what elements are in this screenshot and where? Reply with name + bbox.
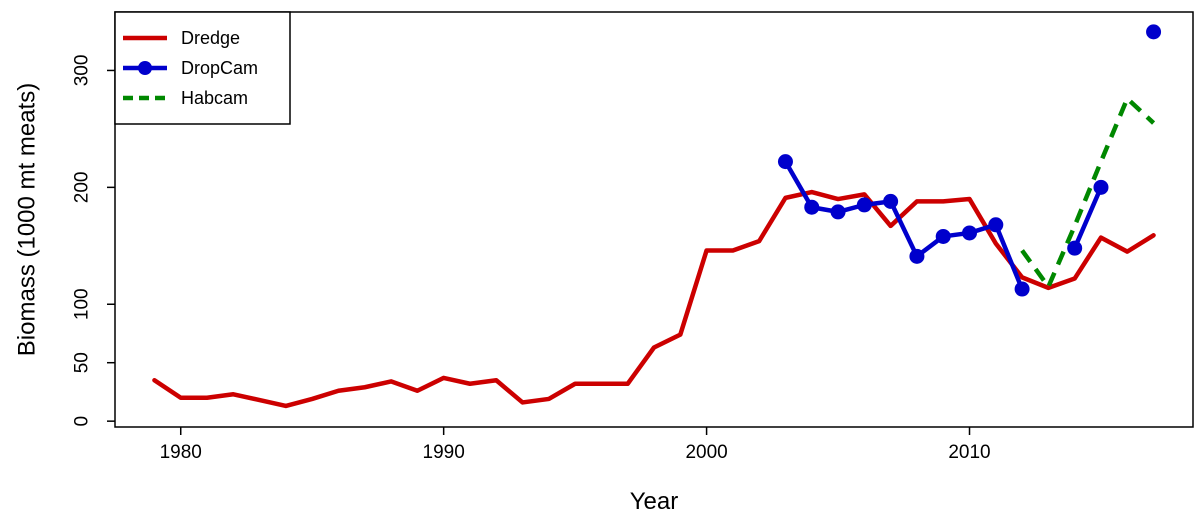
series-layer	[152, 24, 1162, 409]
y-tick-label: 100	[72, 288, 93, 320]
x-axis-title: Year	[630, 488, 679, 515]
dropcam-point	[856, 197, 872, 213]
legend-box	[114, 11, 291, 125]
dropcam-point	[1014, 281, 1030, 297]
dropcam-point	[988, 217, 1004, 233]
dropcam-point	[804, 199, 820, 215]
x-tick-label: 2010	[948, 442, 990, 463]
dropcam-line	[783, 159, 1025, 292]
x-tick-label: 1990	[423, 442, 465, 463]
dropcam-point	[935, 228, 951, 244]
legend-label-dredge: Dredge	[181, 28, 240, 48]
dropcam-point	[1067, 240, 1083, 256]
legend-label-habcam: Habcam	[181, 88, 248, 108]
dropcam-point	[962, 225, 978, 241]
dropcam-point	[1146, 24, 1162, 40]
y-axis: 0 50 100 200 300	[72, 55, 115, 427]
x-tick-label: 2000	[685, 442, 727, 463]
x-tick-label: 1980	[160, 442, 202, 463]
legend: Dredge DropCam Habcam	[114, 11, 291, 125]
y-axis-title: Biomass (1000 mt meats)	[14, 83, 41, 356]
dropcam-point	[1093, 179, 1109, 195]
y-tick-label: 200	[72, 172, 93, 204]
x-axis: 1980 1990 2000 2010	[160, 427, 991, 463]
dropcam-point	[883, 193, 899, 209]
plot-frame	[114, 11, 1194, 428]
y-tick-label: 50	[72, 352, 93, 373]
dredge-line	[152, 189, 1156, 409]
legend-label-dropcam: DropCam	[181, 58, 258, 78]
dropcam-line	[1072, 185, 1104, 251]
dropcam-point	[909, 248, 925, 264]
legend-marker-dropcam	[138, 61, 152, 75]
dropcam-point	[830, 204, 846, 220]
dropcam-point	[777, 154, 793, 170]
y-tick-label: 300	[72, 55, 93, 87]
y-tick-label: 0	[72, 416, 93, 427]
habcam-line	[1020, 96, 1156, 289]
